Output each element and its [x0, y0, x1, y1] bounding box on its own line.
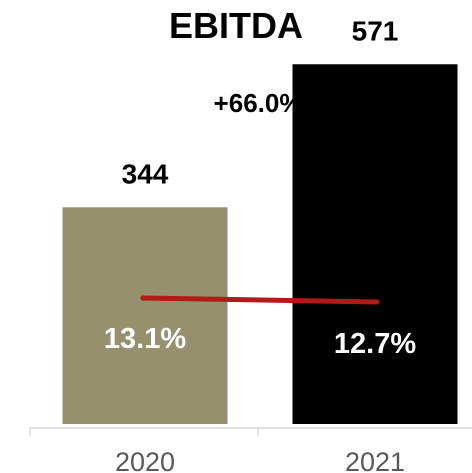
chart-title: EBITDA: [169, 5, 303, 46]
x-tick-label: 2021: [345, 447, 405, 473]
bar-value-label: 344: [122, 158, 169, 189]
growth-label: +66.0%: [214, 88, 303, 118]
labels-group: 344 2020 13.1% 571 2021 12.7%: [104, 15, 416, 473]
bars-group: [62, 64, 458, 425]
bar-value-label: 571: [352, 15, 399, 46]
bar-2021: [292, 64, 458, 425]
bar-2020: [62, 207, 228, 424]
margin-label: 12.7%: [334, 328, 416, 360]
x-tick-label: 2020: [115, 447, 175, 473]
margin-trend-line: [140, 295, 380, 305]
margin-label: 13.1%: [104, 323, 186, 355]
